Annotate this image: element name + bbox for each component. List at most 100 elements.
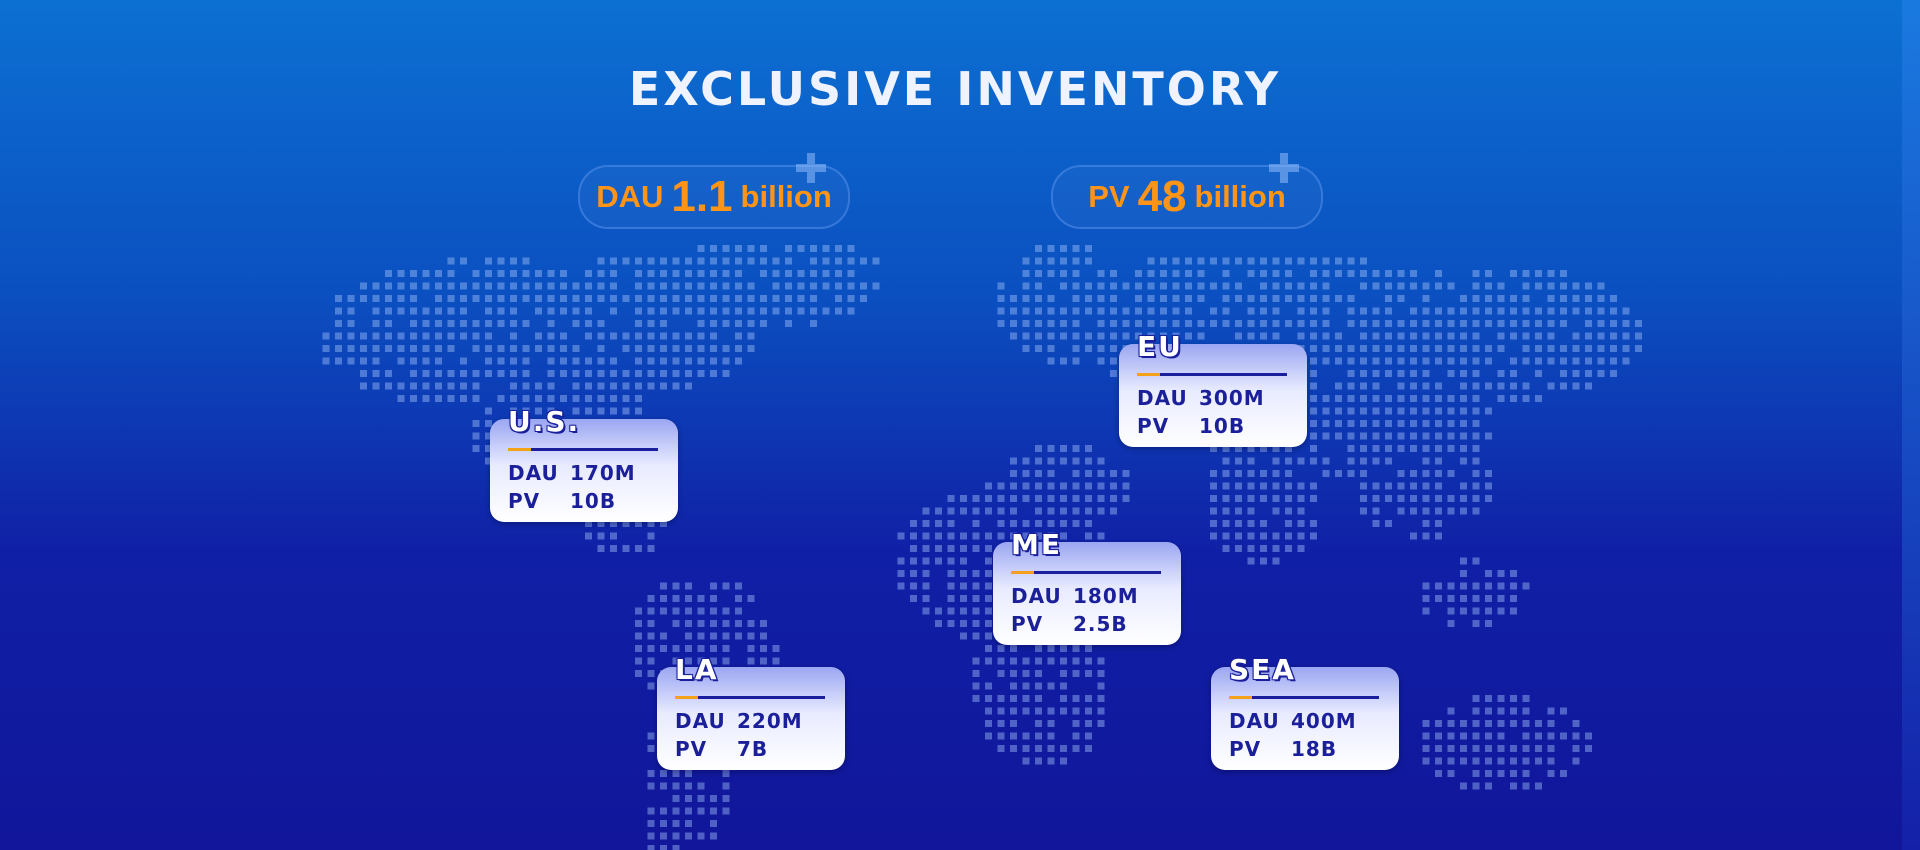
map-dot [510, 407, 517, 415]
map-dot [710, 607, 717, 615]
map-dot [1235, 445, 1242, 452]
map-dot [1297, 307, 1305, 315]
map-dot [1110, 307, 1117, 315]
map-dot [1435, 445, 1442, 452]
map-dot [1397, 295, 1405, 302]
map-dot [1372, 282, 1380, 290]
map-dot [1622, 357, 1630, 365]
map-dot [1335, 332, 1342, 340]
map-dot [760, 295, 767, 302]
map-dot [1310, 332, 1317, 340]
map-dot [972, 582, 980, 590]
map-dot [1322, 395, 1330, 402]
map-dot [1060, 482, 1067, 490]
map-dot [1372, 520, 1380, 527]
map-dot [1472, 457, 1480, 465]
map-dot [697, 595, 705, 602]
map-dot [547, 382, 555, 390]
map-dot [710, 357, 717, 365]
map-dot [1572, 332, 1580, 340]
map-dot [1435, 407, 1442, 415]
map-dot [535, 270, 542, 277]
map-dot [672, 832, 680, 840]
map-dot [935, 607, 942, 615]
map-dot [485, 420, 492, 427]
map-dot [1047, 270, 1055, 277]
map-dot [722, 257, 730, 265]
map-dot [797, 282, 805, 290]
map-dot [1397, 395, 1405, 402]
map-dot [1097, 720, 1105, 727]
map-dot [972, 670, 980, 677]
map-dot [1247, 470, 1255, 477]
map-dot [985, 607, 992, 615]
map-dot [572, 407, 580, 415]
map-dot [935, 545, 942, 552]
map-dot [547, 295, 555, 302]
map-dot [972, 607, 980, 615]
map-dot [435, 295, 442, 302]
map-dot [1122, 470, 1130, 477]
map-dot [1485, 470, 1492, 477]
map-dot [1485, 720, 1492, 727]
map-dot [710, 582, 717, 590]
map-dot [1235, 295, 1242, 302]
map-dot [935, 557, 942, 565]
map-dot [597, 395, 605, 402]
map-dot [1047, 657, 1055, 665]
map-dot [435, 395, 442, 402]
map-dot [1497, 720, 1505, 727]
map-dot [1347, 445, 1355, 452]
map-dot [822, 245, 830, 252]
map-dot [1222, 320, 1230, 327]
map-dot [922, 557, 930, 565]
map-dot [1085, 732, 1092, 740]
map-dot [1272, 557, 1280, 565]
map-dot [322, 357, 330, 365]
map-dot [722, 282, 730, 290]
map-dot [1222, 445, 1230, 452]
map-dot [960, 570, 967, 577]
map-dot [1097, 532, 1105, 540]
map-dot [672, 370, 680, 377]
map-dot [1485, 295, 1492, 302]
map-dot [1160, 307, 1167, 315]
map-dot [922, 570, 930, 577]
pv-label: PV [508, 489, 541, 513]
map-dot [597, 407, 605, 415]
map-dot [1310, 357, 1317, 365]
map-dot [1372, 270, 1380, 277]
map-dot [1460, 570, 1467, 577]
map-dot [1447, 432, 1455, 440]
map-dot [1522, 270, 1530, 277]
map-dot [1147, 332, 1155, 340]
map-dot [1522, 395, 1530, 402]
total-dau-label: DAU [596, 179, 664, 214]
map-dot [1010, 457, 1017, 465]
map-dot [1260, 482, 1267, 490]
map-dot [1535, 345, 1542, 352]
map-dot [1010, 707, 1017, 715]
map-dot [1447, 320, 1455, 327]
map-dot [1497, 745, 1505, 752]
map-dot [1572, 357, 1580, 365]
total-dau-value: 1.1 [671, 172, 733, 221]
map-dot [1322, 345, 1330, 352]
map-dot [1522, 695, 1530, 702]
map-dot [1472, 432, 1480, 440]
map-dot [1522, 782, 1530, 790]
map-dot [1460, 407, 1467, 415]
map-dot [1022, 282, 1030, 290]
map-dot [772, 282, 780, 290]
map-dot [535, 295, 542, 302]
total-pv-pill: PV 48 billion [1051, 153, 1323, 229]
map-dot [522, 257, 530, 265]
map-dot [610, 257, 617, 265]
map-dot [1010, 482, 1017, 490]
map-dot [1422, 320, 1430, 327]
map-dot [747, 332, 755, 340]
map-dot [447, 382, 455, 390]
map-dot [397, 307, 405, 315]
map-dot [497, 320, 505, 327]
map-dot [997, 732, 1005, 740]
